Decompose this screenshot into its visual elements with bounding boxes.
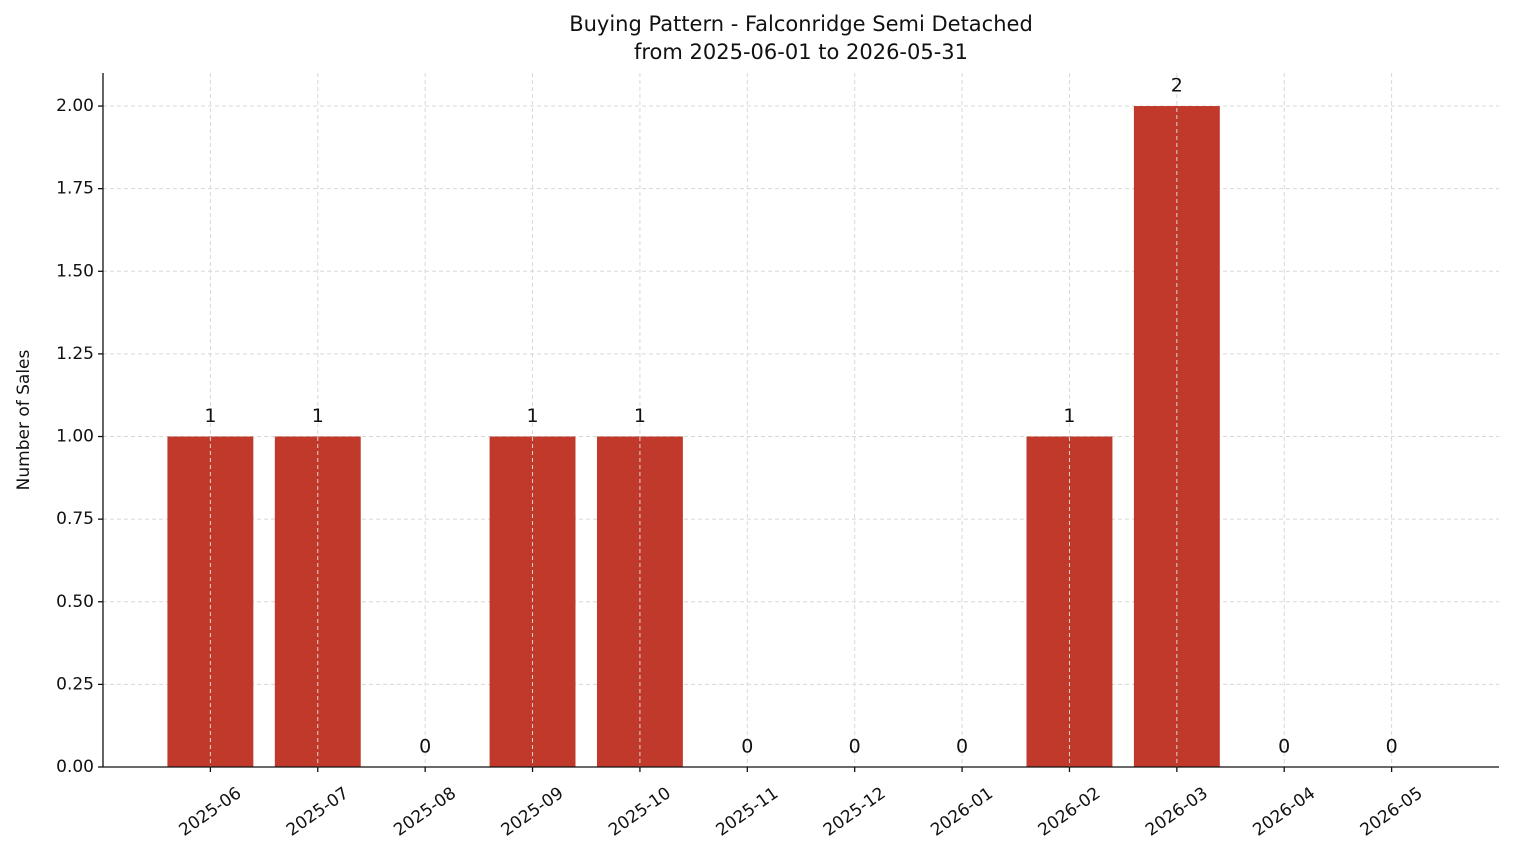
x-tick-label: 2025-12 bbox=[820, 783, 890, 840]
y-tick-label: 2.00 bbox=[56, 96, 94, 116]
y-axis-label: Number of Sales bbox=[14, 349, 34, 490]
x-tick-label: 2026-04 bbox=[1249, 783, 1319, 840]
value-label: 0 bbox=[1386, 736, 1398, 758]
x-tick-label: 2026-03 bbox=[1142, 783, 1212, 840]
y-tick-label: 0.25 bbox=[56, 674, 94, 694]
x-tick-label: 2025-06 bbox=[176, 783, 246, 840]
y-tick-label: 1.75 bbox=[56, 179, 94, 199]
x-tick-label: 2025-09 bbox=[498, 783, 568, 840]
value-label: 1 bbox=[634, 405, 646, 427]
chart-subtitle: from 2025-06-01 to 2026-05-31 bbox=[634, 40, 968, 64]
bar bbox=[1133, 106, 1220, 768]
y-tick-label: 0.00 bbox=[56, 757, 94, 777]
x-tick-label: 2025-10 bbox=[605, 783, 675, 840]
y-tick-label: 1.25 bbox=[56, 344, 94, 364]
y-tick-label: 1.00 bbox=[56, 427, 94, 447]
chart-title: Buying Pattern - Falconridge Semi Detach… bbox=[569, 12, 1033, 36]
y-tick-label: 1.50 bbox=[56, 261, 94, 281]
value-label: 0 bbox=[741, 736, 753, 758]
x-tick-label: 2025-11 bbox=[712, 783, 782, 840]
x-tick-label: 2026-01 bbox=[927, 783, 997, 840]
x-tick-label: 2026-05 bbox=[1357, 783, 1427, 840]
value-label: 1 bbox=[1063, 405, 1075, 427]
value-label: 0 bbox=[849, 736, 861, 758]
value-label: 1 bbox=[312, 405, 324, 427]
value-label: 0 bbox=[419, 736, 431, 758]
y-tick-label: 0.75 bbox=[56, 509, 94, 529]
x-tick-label: 2026-02 bbox=[1035, 783, 1105, 840]
value-label: 1 bbox=[204, 405, 216, 427]
x-tick-label: 2025-07 bbox=[283, 783, 353, 840]
x-tick-label: 2025-08 bbox=[390, 783, 460, 840]
value-label: 2 bbox=[1171, 75, 1183, 97]
value-label: 0 bbox=[1278, 736, 1290, 758]
y-tick-label: 0.50 bbox=[56, 592, 94, 612]
value-label: 1 bbox=[526, 405, 538, 427]
value-label: 0 bbox=[956, 736, 968, 758]
